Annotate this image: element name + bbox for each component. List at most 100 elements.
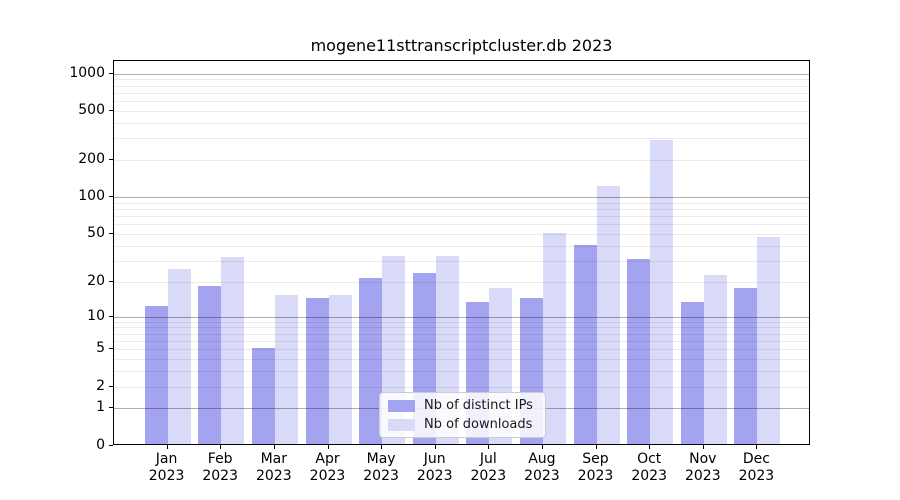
legend: Nb of distinct IPs Nb of downloads <box>379 392 546 438</box>
gridline-minor <box>114 160 809 162</box>
x-tick-mark <box>702 445 704 449</box>
legend-entry-downloads: Nb of downloads <box>388 417 537 432</box>
y-tick-label: 1 <box>96 399 105 416</box>
bar-nb-of-distinct-ips <box>251 347 275 444</box>
legend-label-downloads: Nb of downloads <box>424 417 533 432</box>
bar-nb-of-distinct-ips <box>734 288 758 444</box>
y-tick-label: 100 <box>78 188 105 205</box>
gridline-minor <box>114 349 809 351</box>
legend-label-distinct-ips: Nb of distinct IPs <box>424 398 533 413</box>
y-tick-mark <box>109 196 113 198</box>
x-tick-mark <box>381 445 383 449</box>
gridline-minor <box>114 359 809 360</box>
plot-area <box>113 60 810 445</box>
y-tick-label: 200 <box>78 151 105 168</box>
legend-swatch-downloads <box>388 418 415 431</box>
gridline-major <box>114 316 809 318</box>
gridline-minor <box>114 333 809 335</box>
gridline-minor <box>114 209 809 211</box>
y-tick-label: 20 <box>87 272 105 289</box>
y-tick-label: 5 <box>96 340 105 357</box>
x-tick-label: Apr 2023 <box>309 451 346 484</box>
y-tick-mark <box>109 110 113 111</box>
gridline-minor <box>114 224 809 226</box>
bar-nb-of-downloads <box>328 294 352 444</box>
bar-nb-of-downloads <box>167 268 191 444</box>
x-tick-label: Feb 2023 <box>202 451 238 484</box>
x-tick-mark <box>756 445 758 449</box>
y-tick-mark <box>109 348 113 350</box>
gridline-minor <box>114 92 809 94</box>
gridline-minor <box>114 202 809 204</box>
bar-nb-of-distinct-ips <box>359 277 383 444</box>
y-tick-label: 10 <box>87 307 105 324</box>
x-tick-mark <box>649 445 651 449</box>
bar-nb-of-downloads <box>757 236 781 444</box>
gridline-minor <box>114 138 809 140</box>
gridline-minor <box>114 386 809 388</box>
gridline-minor <box>114 85 809 87</box>
gridline-minor <box>114 371 809 373</box>
y-tick-mark <box>109 280 113 282</box>
x-tick-label: Mar 2023 <box>255 451 292 484</box>
x-tick-label: Jun 2023 <box>416 451 453 484</box>
legend-swatch-distinct-ips <box>388 399 415 412</box>
gridline-minor <box>114 234 809 235</box>
gridline-minor <box>114 327 809 329</box>
x-tick-label: Jul 2023 <box>470 451 507 484</box>
y-tick-mark <box>109 233 113 234</box>
gridline-minor <box>114 111 809 112</box>
x-tick-mark <box>220 445 222 449</box>
y-tick-mark <box>109 385 113 387</box>
x-tick-mark <box>595 445 597 449</box>
x-tick-label: Dec 2023 <box>738 451 775 484</box>
x-tick-mark <box>273 445 275 449</box>
x-tick-label: May 2023 <box>363 451 399 484</box>
gridline-minor <box>114 79 809 81</box>
gridline-minor <box>114 281 809 283</box>
x-tick-mark <box>488 445 490 449</box>
y-tick-mark <box>109 407 113 409</box>
bar-nb-of-downloads <box>221 257 245 444</box>
y-tick-mark <box>109 72 113 74</box>
gridline-minor <box>114 260 809 262</box>
chart-title: mogene11sttranscriptcluster.db 2023 <box>310 36 613 55</box>
y-tick-label: 50 <box>87 225 105 241</box>
x-tick-label: Oct 2023 <box>631 451 667 484</box>
bar-nb-of-distinct-ips <box>627 259 651 444</box>
bar-nb-of-downloads <box>274 294 298 444</box>
bar-nb-of-distinct-ips <box>573 245 597 444</box>
bar-nb-of-distinct-ips <box>198 285 222 444</box>
gridline-minor <box>114 216 809 218</box>
bar-nb-of-downloads <box>703 275 727 444</box>
x-tick-mark <box>166 445 168 449</box>
y-tick-label: 1000 <box>69 64 105 81</box>
bar-nb-of-distinct-ips <box>144 305 168 444</box>
y-tick-mark <box>109 315 113 317</box>
y-tick-label: 500 <box>78 102 105 118</box>
x-tick-label: Sep 2023 <box>577 451 614 484</box>
y-tick-mark <box>109 444 113 446</box>
bar-nb-of-distinct-ips <box>305 298 329 444</box>
gridline-minor <box>114 321 809 323</box>
y-tick-label: 2 <box>96 377 105 394</box>
x-tick-mark <box>541 445 543 449</box>
x-tick-label: Nov 2023 <box>684 451 721 484</box>
bar-nb-of-distinct-ips <box>680 301 704 444</box>
x-tick-mark <box>327 445 329 449</box>
gridline-major <box>114 197 809 199</box>
x-tick-label: Aug 2023 <box>524 451 560 484</box>
y-tick-mark <box>109 159 113 161</box>
gridline-minor <box>114 340 809 342</box>
x-tick-label: Jan 2023 <box>148 451 185 484</box>
bar-nb-of-downloads <box>542 233 566 444</box>
bar-nb-of-downloads <box>596 185 620 444</box>
y-tick-label: 0 <box>96 436 105 453</box>
gridline-major <box>114 73 809 75</box>
legend-entry-distinct-ips: Nb of distinct IPs <box>388 398 537 413</box>
gridline-minor <box>114 123 809 124</box>
gridline-minor <box>114 245 809 247</box>
x-tick-mark <box>434 445 436 449</box>
gridline-minor <box>114 101 809 103</box>
